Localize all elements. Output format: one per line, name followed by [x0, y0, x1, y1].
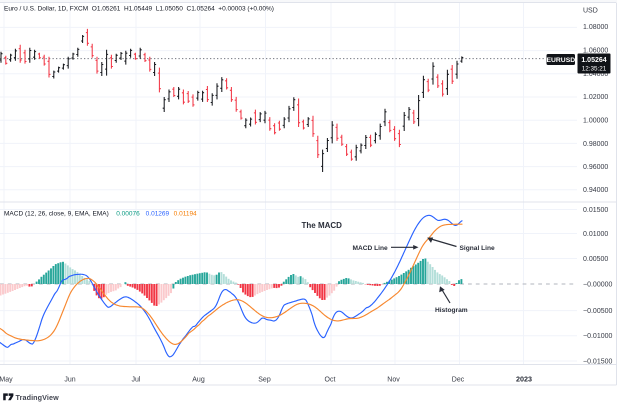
svg-text:12:35:21: 12:35:21: [582, 65, 607, 72]
svg-text:Histogram: Histogram: [435, 307, 468, 314]
svg-text:0.00500: 0.00500: [583, 256, 608, 263]
svg-text:1.04000: 1.04000: [583, 71, 608, 78]
svg-text:0.96000: 0.96000: [583, 164, 608, 171]
svg-text:The MACD: The MACD: [302, 221, 343, 230]
svg-text:Euro / U.S. Dollar, 1D, FXCM: Euro / U.S. Dollar, 1D, FXCM O1.05261 H1…: [4, 5, 274, 12]
svg-text:0.98000: 0.98000: [583, 141, 608, 148]
svg-text:1.08000: 1.08000: [583, 24, 608, 31]
svg-text:TradingView: TradingView: [16, 393, 60, 402]
svg-text:−0.01000: −0.01000: [583, 333, 612, 340]
svg-text:−0.00500: −0.00500: [583, 308, 612, 315]
svg-text:Oct: Oct: [325, 376, 336, 383]
svg-text:Jun: Jun: [64, 376, 75, 383]
svg-text:1.05264: 1.05264: [581, 57, 606, 64]
svg-text:1.06000: 1.06000: [583, 47, 608, 54]
svg-text:Sep: Sep: [258, 376, 271, 383]
svg-text:−0.01500: −0.01500: [583, 358, 612, 365]
svg-text:EURUSD: EURUSD: [546, 57, 575, 64]
svg-text:0.01500: 0.01500: [583, 207, 608, 214]
svg-text:Signal Line: Signal Line: [460, 245, 496, 252]
svg-text:Jul: Jul: [132, 376, 141, 383]
svg-text:USD: USD: [583, 7, 598, 14]
svg-text:−0.00000: −0.00000: [583, 281, 612, 288]
svg-text:MACD (12, 26, close, 9, EMA, E: MACD (12, 26, close, 9, EMA, EMA) 0.00076…: [4, 210, 197, 217]
svg-text:Nov: Nov: [387, 376, 400, 383]
svg-text:0.94000: 0.94000: [583, 187, 608, 194]
svg-text:May: May: [0, 376, 13, 383]
svg-text:MACD Line: MACD Line: [353, 245, 388, 252]
svg-text:1.00000: 1.00000: [583, 117, 608, 124]
svg-text:2023: 2023: [516, 374, 532, 383]
svg-text:0.01000: 0.01000: [583, 231, 608, 238]
svg-text:1.02000: 1.02000: [583, 94, 608, 101]
svg-text:Aug: Aug: [192, 376, 205, 383]
svg-text:Dec: Dec: [452, 376, 465, 383]
